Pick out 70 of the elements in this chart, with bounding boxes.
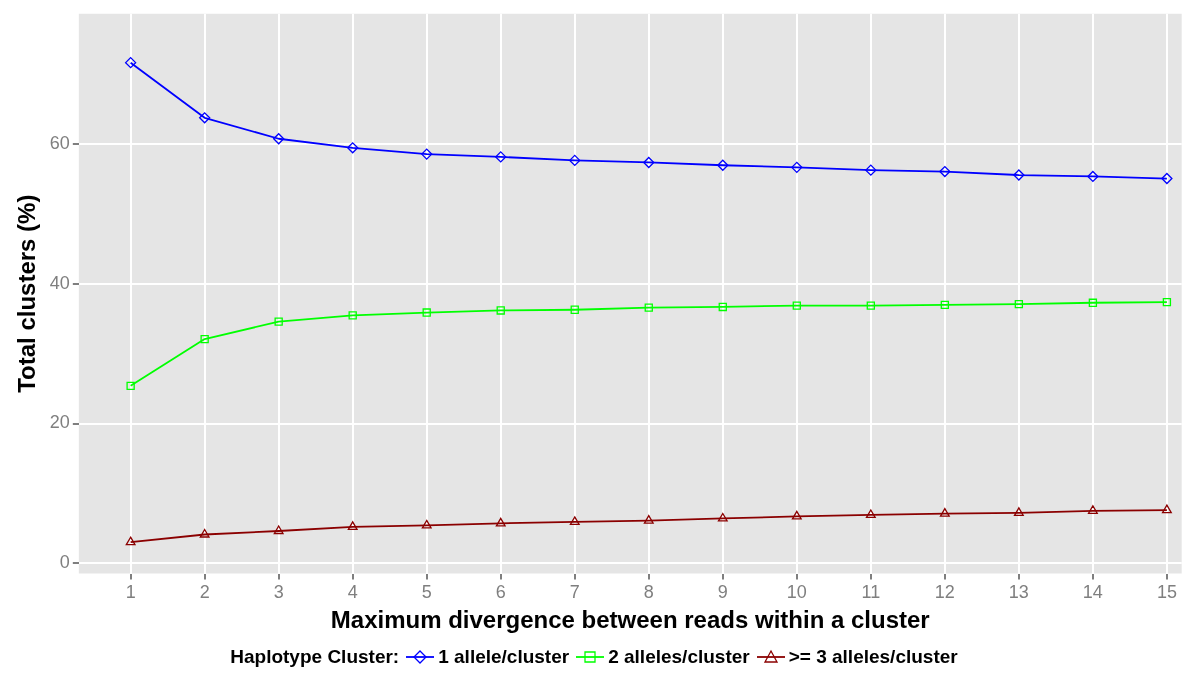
x-tick-label: 6 bbox=[495, 582, 506, 603]
point bbox=[199, 528, 210, 538]
point bbox=[199, 112, 211, 124]
point bbox=[940, 300, 950, 310]
x-tick-label: 10 bbox=[786, 582, 807, 603]
point bbox=[495, 151, 507, 163]
point bbox=[791, 161, 803, 174]
point bbox=[643, 514, 654, 524]
point bbox=[717, 512, 728, 522]
x-tick-label: 12 bbox=[934, 582, 955, 603]
point bbox=[718, 302, 727, 312]
point bbox=[422, 308, 431, 317]
x-tick-label: 11 bbox=[861, 582, 881, 603]
point bbox=[1161, 504, 1172, 514]
point bbox=[273, 133, 285, 145]
point bbox=[273, 525, 284, 535]
y-tick-label: 60 bbox=[49, 133, 70, 154]
point bbox=[347, 521, 358, 530]
point bbox=[1162, 297, 1172, 307]
point bbox=[866, 301, 876, 310]
point bbox=[717, 159, 729, 171]
x-tick-label: 7 bbox=[569, 582, 580, 603]
point bbox=[1087, 170, 1099, 183]
point bbox=[1013, 507, 1024, 517]
point bbox=[421, 519, 432, 529]
point bbox=[495, 517, 506, 527]
x-tick-label: 5 bbox=[421, 582, 432, 603]
point bbox=[792, 301, 801, 310]
point bbox=[939, 507, 950, 517]
point bbox=[939, 165, 951, 178]
point bbox=[125, 536, 136, 546]
y-tick-label: 20 bbox=[49, 412, 70, 433]
x-tick-label: 2 bbox=[199, 582, 210, 603]
x-tick-label: 3 bbox=[273, 582, 284, 603]
point bbox=[126, 381, 135, 391]
y-tick-label: 0 bbox=[59, 552, 70, 573]
point bbox=[865, 164, 877, 176]
point bbox=[570, 305, 579, 314]
point bbox=[124, 57, 137, 69]
point bbox=[348, 311, 357, 320]
point bbox=[200, 334, 209, 344]
point bbox=[1161, 172, 1173, 185]
x-tick-label: 1 bbox=[125, 582, 136, 603]
x-tick-label: 9 bbox=[717, 582, 728, 603]
x-tick-label: 14 bbox=[1082, 582, 1103, 603]
point bbox=[865, 509, 876, 519]
point bbox=[791, 510, 802, 520]
legend-title: Haplotype Cluster: bbox=[230, 646, 400, 668]
point bbox=[569, 516, 580, 526]
y-axis-title: Total clusters (%) bbox=[13, 194, 41, 393]
point bbox=[274, 317, 283, 326]
x-tick-label: 4 bbox=[347, 582, 358, 603]
point bbox=[644, 303, 653, 312]
x-tick-label: 8 bbox=[643, 582, 654, 603]
point bbox=[1014, 299, 1024, 309]
x-tick-label: 13 bbox=[1008, 582, 1029, 603]
point bbox=[496, 306, 505, 315]
y-tick-label: 40 bbox=[49, 272, 70, 293]
point bbox=[1088, 298, 1098, 307]
point bbox=[421, 148, 433, 160]
point bbox=[1013, 169, 1025, 181]
legend-label: 1 allele/cluster bbox=[438, 646, 570, 668]
x-axis-title: Maximum divergence between reads within a cluster bbox=[330, 606, 930, 634]
point bbox=[347, 142, 359, 154]
point bbox=[1087, 505, 1098, 514]
x-tick-label: 15 bbox=[1156, 582, 1177, 603]
legend-label: >= 3 alleles/cluster bbox=[788, 646, 958, 668]
legend-label: 2 alleles/cluster bbox=[608, 646, 750, 668]
point bbox=[643, 156, 655, 169]
point bbox=[569, 154, 581, 167]
